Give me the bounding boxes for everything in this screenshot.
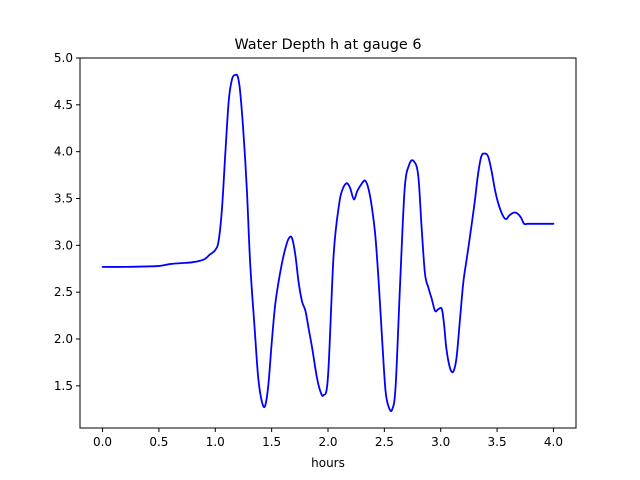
plot-area xyxy=(101,73,555,412)
y-axis-ticks: 1.5 2.0 2.5 3.0 3.5 4.0 4.5 5.0 xyxy=(54,51,80,393)
chart-title: Water Depth h at gauge 6 xyxy=(234,37,421,53)
x-tick-label: 1.5 xyxy=(262,435,281,449)
y-tick-label: 3.0 xyxy=(54,238,73,252)
x-axis-label: hours xyxy=(311,456,345,470)
y-tick-label: 2.5 xyxy=(54,285,73,299)
x-tick-label: 3.0 xyxy=(431,435,450,449)
y-tick-label: 1.5 xyxy=(54,379,73,393)
series-line-gauge-6 xyxy=(101,73,555,412)
y-tick-label: 4.5 xyxy=(54,98,73,112)
x-tick-label: 0.5 xyxy=(149,435,168,449)
x-tick-label: 2.5 xyxy=(375,435,394,449)
x-tick-label: 4.0 xyxy=(544,435,563,449)
y-tick-label: 4.0 xyxy=(54,145,73,159)
x-tick-label: 2.0 xyxy=(318,435,337,449)
y-tick-label: 3.5 xyxy=(54,192,73,206)
x-tick-label: 0.0 xyxy=(93,435,112,449)
x-tick-label: 1.0 xyxy=(206,435,225,449)
x-tick-label: 3.5 xyxy=(488,435,507,449)
y-tick-label: 5.0 xyxy=(54,51,73,65)
y-tick-label: 2.0 xyxy=(54,332,73,346)
x-axis-ticks: 0.0 0.5 1.0 1.5 2.0 2.5 3.0 3.5 4.0 xyxy=(93,428,563,449)
